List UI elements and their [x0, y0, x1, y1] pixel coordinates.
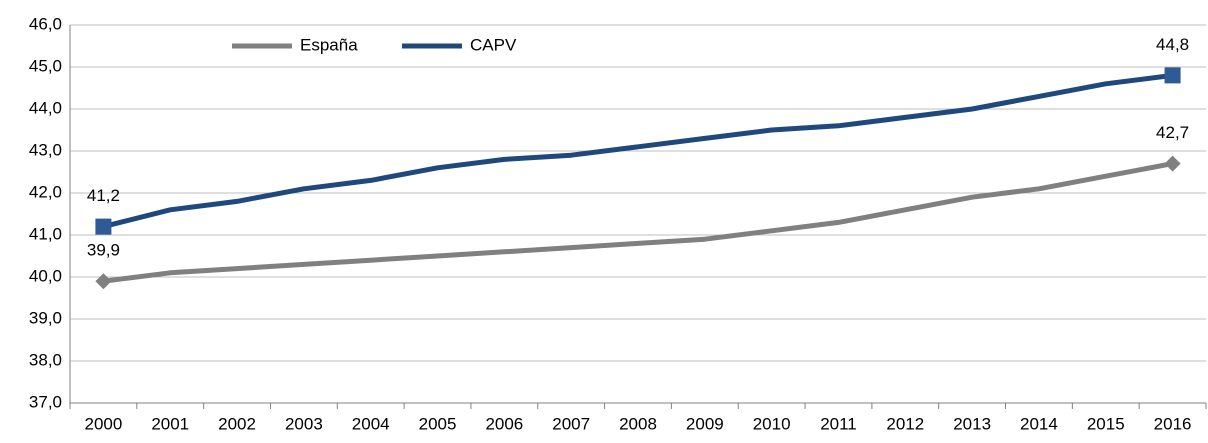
data-label: 42,7 [1156, 123, 1189, 142]
x-tick-label: 2012 [886, 414, 924, 433]
y-tick-label: 44,0 [29, 98, 62, 117]
x-tick-label: 2006 [485, 414, 523, 433]
y-tick-label: 39,0 [29, 308, 62, 327]
y-tick-label: 45,0 [29, 56, 62, 75]
x-tick-label: 2014 [1020, 414, 1058, 433]
marker [95, 273, 112, 290]
y-tick-label: 46,0 [29, 14, 62, 33]
x-tick-label: 2009 [686, 414, 724, 433]
legend-label: CAPV [470, 35, 517, 54]
data-label: 44,8 [1156, 35, 1189, 54]
data-label: 41,2 [87, 186, 120, 205]
x-tick-label: 2013 [953, 414, 991, 433]
y-tick-label: 40,0 [29, 266, 62, 285]
marker [1164, 155, 1181, 172]
x-tick-label: 2008 [619, 414, 657, 433]
y-tick-label: 38,0 [29, 350, 62, 369]
x-tick-label: 2000 [84, 414, 122, 433]
marker [95, 218, 112, 235]
series-line [102, 72, 1173, 230]
x-tick-label: 2004 [352, 414, 390, 433]
x-tick-label: 2002 [218, 414, 256, 433]
x-tick-label: 2011 [820, 414, 857, 433]
x-tick-label: 2015 [1087, 414, 1125, 433]
x-tick-label: 2007 [552, 414, 590, 433]
x-tick-label: 2003 [285, 414, 323, 433]
x-tick-label: 2010 [753, 414, 791, 433]
y-tick-label: 41,0 [29, 224, 62, 243]
marker [1164, 67, 1181, 84]
y-tick-label: 42,0 [29, 182, 62, 201]
series-line [103, 161, 1174, 284]
x-tick-label: 2005 [419, 414, 457, 433]
y-tick-label: 43,0 [29, 140, 62, 159]
data-label: 39,9 [87, 241, 120, 260]
y-tick-label: 37,0 [29, 392, 62, 411]
legend-label: España [300, 35, 358, 54]
x-tick-label: 2001 [151, 414, 189, 433]
x-tick-label: 2016 [1154, 414, 1192, 433]
